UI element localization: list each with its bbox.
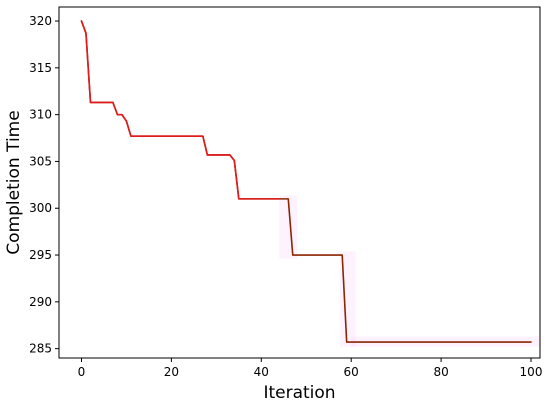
y-tick-label: 320 xyxy=(29,14,52,28)
x-tick-label: 60 xyxy=(344,365,359,379)
y-tick-label: 295 xyxy=(29,248,52,262)
y-axis-ticks: 285 290 295 300 305 310 315 320 xyxy=(29,14,59,356)
shaded-regions xyxy=(279,195,540,347)
x-tick-label: 100 xyxy=(520,365,543,379)
y-tick-label: 285 xyxy=(29,342,52,356)
series-line-1 xyxy=(80,20,281,200)
x-tick-label: 40 xyxy=(254,365,269,379)
y-tick-label: 290 xyxy=(29,295,52,309)
y-tick-label: 315 xyxy=(29,61,52,75)
y-tick-label: 300 xyxy=(29,201,52,215)
x-tick-label: 0 xyxy=(78,365,86,379)
plot-frame xyxy=(58,6,541,359)
y-tick-label: 310 xyxy=(29,108,52,122)
y-tick-label: 305 xyxy=(29,154,52,168)
y-axis-title: Completion Time xyxy=(4,110,24,254)
x-axis-ticks: 0 20 40 60 80 100 xyxy=(78,358,543,379)
series-line-0 xyxy=(80,20,532,343)
series-lines xyxy=(80,20,532,343)
x-axis-title: Iteration xyxy=(263,383,335,403)
x-tick-label: 80 xyxy=(433,365,448,379)
shaded-region-0 xyxy=(279,195,298,259)
x-tick-label: 20 xyxy=(164,365,179,379)
